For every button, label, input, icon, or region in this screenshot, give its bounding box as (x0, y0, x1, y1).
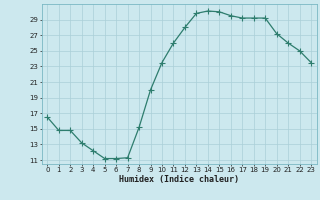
X-axis label: Humidex (Indice chaleur): Humidex (Indice chaleur) (119, 175, 239, 184)
